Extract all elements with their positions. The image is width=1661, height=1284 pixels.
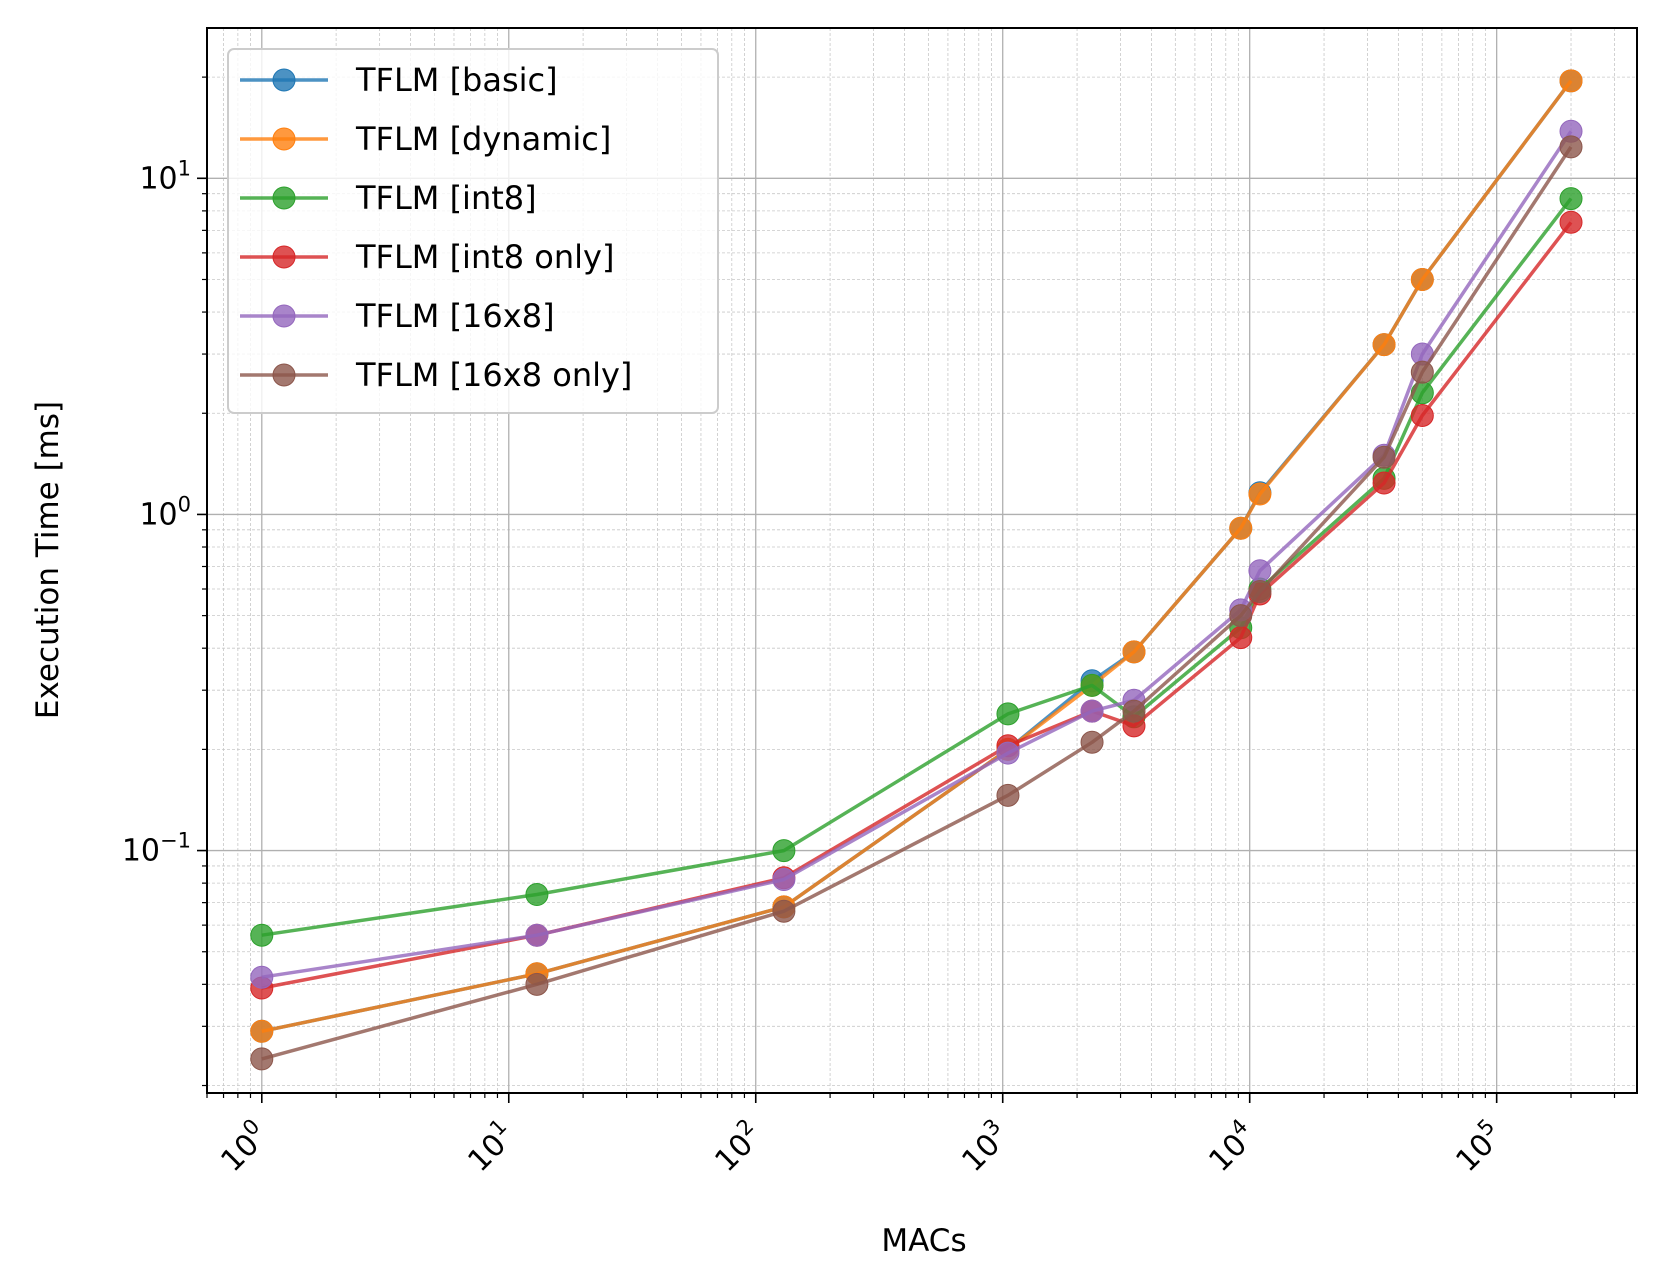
data-point <box>1248 579 1272 603</box>
legend-box <box>227 48 719 414</box>
data-point <box>1372 471 1396 495</box>
data-point <box>250 923 274 947</box>
legend-swatch-marker <box>272 363 296 387</box>
legend-label: TFLM [basic] <box>355 61 558 99</box>
legend-label: TFLM [16x8 only] <box>355 356 632 394</box>
data-point <box>1372 333 1396 357</box>
legend-swatch-marker <box>272 245 296 269</box>
data-point <box>1410 360 1434 384</box>
data-point <box>1372 445 1396 469</box>
data-point <box>525 923 549 947</box>
legend-swatch-marker <box>272 68 296 92</box>
data-point <box>1229 626 1253 650</box>
data-point <box>250 1047 274 1071</box>
data-point <box>772 868 796 892</box>
legend-label: TFLM [int8] <box>355 179 537 217</box>
data-point <box>250 965 274 989</box>
data-point <box>250 1019 274 1043</box>
data-point <box>1559 135 1583 159</box>
series-layer <box>250 69 1583 1071</box>
data-point <box>996 702 1020 726</box>
legend-label: TFLM [dynamic] <box>355 120 611 158</box>
data-point <box>1080 730 1104 754</box>
legend: TFLM [basic] TFLM [dynamic] TFLM [int8] TFL… <box>227 48 719 414</box>
y-tick-label: 100 <box>139 492 191 532</box>
legend-swatch-marker <box>272 186 296 210</box>
data-point <box>996 741 1020 765</box>
data-point <box>1559 210 1583 234</box>
data-point <box>1248 559 1272 583</box>
legend-swatch-marker <box>272 127 296 151</box>
data-point <box>1559 69 1583 93</box>
data-point <box>1248 482 1272 506</box>
plot-frame <box>206 27 1638 1094</box>
y-axis-label: Execution Time [ms] <box>30 401 66 719</box>
data-point <box>1122 640 1146 664</box>
data-point <box>996 783 1020 807</box>
y-tick-label: 10−1 <box>122 829 191 869</box>
data-point <box>1229 516 1253 540</box>
data-point <box>1410 267 1434 291</box>
legend-label: TFLM [16x8] <box>355 297 555 335</box>
legend-swatch-marker <box>272 304 296 328</box>
data-point <box>1229 604 1253 628</box>
data-point <box>1122 699 1146 723</box>
x-axis-label: MACs <box>881 1223 966 1259</box>
data-point <box>772 839 796 863</box>
legend-label: TFLM [int8 only] <box>355 238 614 276</box>
data-point <box>525 883 549 907</box>
y-tick-label: 101 <box>139 156 191 196</box>
data-point <box>772 899 796 923</box>
series-5 <box>250 135 1583 1071</box>
data-point <box>1410 403 1434 427</box>
data-point <box>525 972 549 996</box>
y-axis-ticks: 10−1 100 101 <box>122 76 207 1087</box>
data-point <box>1559 187 1583 211</box>
data-point <box>1080 699 1104 723</box>
data-point <box>1080 673 1104 697</box>
